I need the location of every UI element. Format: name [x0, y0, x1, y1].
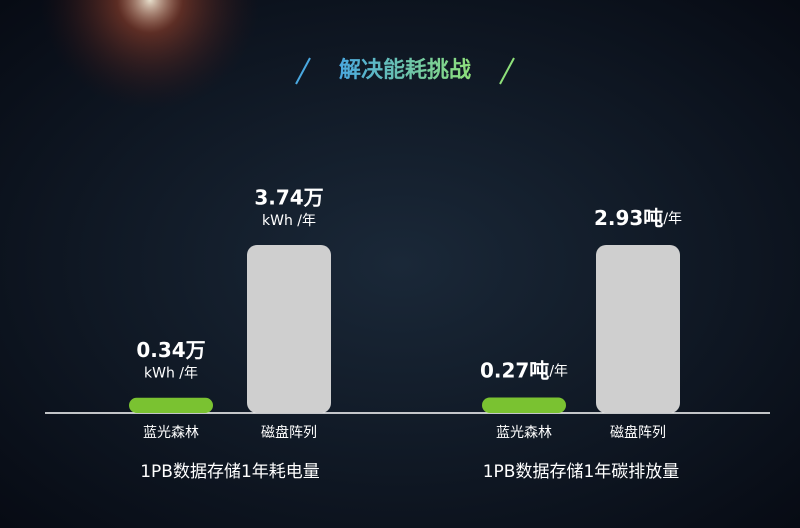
value-label: 2.93吨/年 — [594, 206, 682, 230]
unit-label: kWh /年 — [262, 213, 316, 229]
bar — [129, 397, 213, 413]
bar — [247, 245, 331, 413]
page-title: 解决能耗挑战 — [339, 57, 471, 83]
value-number: 2.93吨 — [594, 206, 663, 230]
unit-label: kWh /年 — [144, 366, 198, 382]
light-glow — [40, 0, 260, 110]
slash — [295, 57, 311, 85]
chart-title: 1PB数据存储1年碳排放量 — [483, 462, 680, 482]
value-label: 3.74万 — [254, 186, 323, 210]
value-number: 0.27吨 — [480, 358, 549, 382]
x-tick-label: 磁盘阵列 — [261, 424, 317, 441]
x-tick-label: 磁盘阵列 — [610, 424, 666, 441]
x-tick-label: 蓝光森林 — [143, 425, 199, 441]
value-label: 0.34万 — [136, 338, 205, 362]
unit-label: /年 — [549, 364, 568, 380]
slash — [499, 57, 515, 85]
bar — [596, 245, 680, 413]
bar — [482, 397, 566, 413]
unit-label: /年 — [663, 211, 682, 227]
chart-title: 1PB数据存储1年耗电量 — [140, 462, 320, 482]
x-tick-label: 蓝光森林 — [496, 425, 552, 441]
value-label: 0.27吨/年 — [480, 358, 568, 382]
